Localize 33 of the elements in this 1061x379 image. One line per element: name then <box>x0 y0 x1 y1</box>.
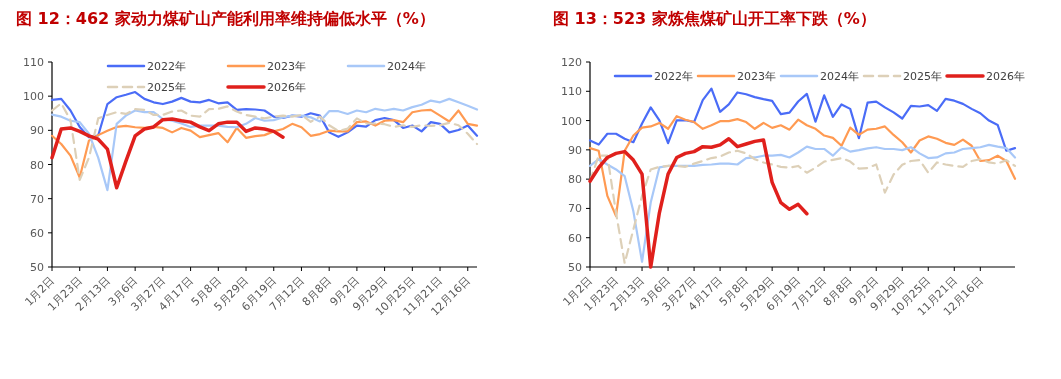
legend-label: 2023年 <box>737 70 776 83</box>
y-tick-label: 60 <box>30 226 44 240</box>
line-series <box>588 87 1017 152</box>
legend-label: 2022年 <box>147 60 186 73</box>
y-tick-label: 60 <box>568 231 582 245</box>
y-tick-label: 80 <box>30 158 44 172</box>
y-tick-label: 110 <box>23 56 44 69</box>
y-tick-label: 90 <box>568 143 582 157</box>
legend-label: 2022年 <box>654 70 693 83</box>
y-tick-label: 70 <box>568 202 582 216</box>
line-series <box>50 90 479 139</box>
line-series <box>588 136 809 269</box>
y-tick-label: 100 <box>23 90 44 104</box>
line-series <box>50 117 285 190</box>
y-tick-label: 50 <box>568 261 582 274</box>
y-tick-label: 90 <box>30 124 44 138</box>
y-tick-label: 70 <box>30 192 44 206</box>
legend-label: 2023年 <box>267 60 306 73</box>
y-tick-label: 50 <box>30 261 44 274</box>
y-tick-label: 100 <box>561 114 582 128</box>
legend-label: 2026年 <box>267 81 306 94</box>
legend-label: 2025年 <box>147 81 186 94</box>
legend-label: 2025年 <box>903 70 942 83</box>
legend-label: 2026年 <box>986 70 1025 83</box>
chart-title: 图 13：523 家炼焦煤矿山开工率下跌（%） <box>553 9 876 28</box>
y-tick-label: 120 <box>561 56 582 69</box>
legend-label: 2024年 <box>387 60 426 73</box>
legend-label: 2024年 <box>820 70 859 83</box>
y-tick-label: 80 <box>568 173 582 187</box>
y-tick-label: 110 <box>561 85 582 99</box>
chart-title: 图 12：462 家动力煤矿山产能利用率维持偏低水平（%） <box>16 9 435 28</box>
line-series <box>588 115 1017 218</box>
line-series <box>50 97 479 192</box>
